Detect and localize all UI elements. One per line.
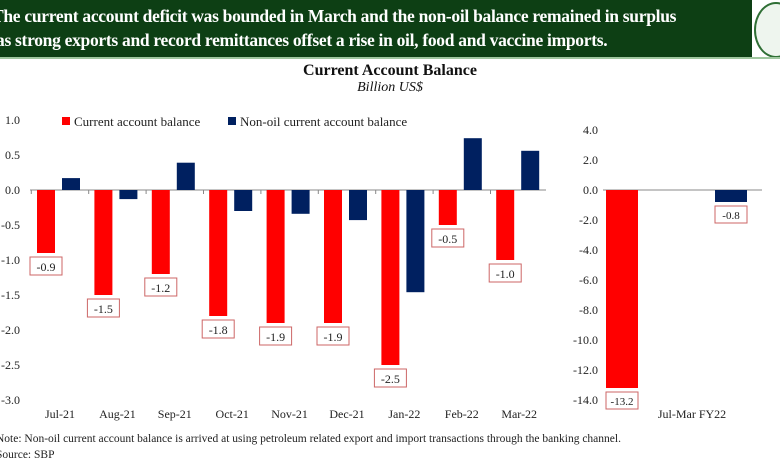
y-tick-label: -3.0 [1, 393, 20, 407]
x-tick-label: Aug-21 [99, 407, 136, 421]
y-tick-label-right: 0.0 [583, 183, 598, 197]
data-label-box [201, 319, 235, 339]
data-label: -1.5 [94, 302, 113, 316]
data-label: -0.5 [438, 232, 457, 246]
headline-line-1: The current account deficit was bounded … [0, 6, 677, 26]
data-label: -13.2 [611, 396, 634, 408]
data-label-box [259, 326, 293, 346]
bar-current-account [266, 190, 285, 323]
x-tick-label: Dec-21 [329, 407, 364, 421]
y-tick-label: 0.5 [5, 148, 20, 162]
bar-current-account [324, 190, 342, 323]
bar-current-account [94, 190, 113, 295]
y-tick-label-right: 4.0 [583, 123, 598, 137]
bar-current-account [496, 190, 515, 260]
bar-current-account [151, 190, 170, 274]
data-label-box [29, 256, 63, 276]
y-tick-label: 0.0 [5, 183, 20, 197]
y-tick-label: 1.0 [5, 113, 20, 127]
y-tick-label-right: -2.0 [579, 213, 598, 227]
x-tick-label: Sep-21 [158, 407, 192, 421]
x-tick-label: Nov-21 [271, 407, 308, 421]
headline-line-2: as strong exports and record remittances… [0, 30, 608, 50]
y-tick-label: -0.5 [1, 218, 20, 232]
data-label: -0.8 [722, 210, 740, 222]
data-label-box [373, 368, 407, 388]
y-tick-label-right: -10.0 [573, 333, 598, 347]
data-label-box [714, 205, 748, 224]
y-tick-label-right: -14.0 [573, 393, 598, 407]
legend-label-current: Current account balance [74, 114, 201, 129]
data-label-box [316, 326, 350, 346]
data-label-box [488, 263, 522, 283]
x-tick-label: Oct-21 [216, 407, 249, 421]
data-label-box [431, 228, 465, 248]
x-tick-label: Feb-22 [445, 407, 479, 421]
bar-current-account-total [606, 190, 638, 388]
bar-non-oil [291, 190, 310, 214]
legend-label-non-oil: Non-oil current account balance [240, 114, 407, 129]
data-label: -1.9 [266, 330, 285, 344]
bar-current-account [381, 190, 400, 365]
bar-non-oil [406, 190, 425, 293]
bar-non-oil [234, 190, 253, 211]
bar-current-account [209, 190, 228, 316]
chart-subtitle: Billion US$ [357, 80, 423, 95]
y-tick-label: -2.0 [1, 323, 20, 337]
bar-non-oil [521, 150, 540, 190]
bar-non-oil [62, 178, 80, 190]
data-label: -2.5 [381, 372, 400, 386]
y-tick-label: -2.5 [1, 358, 20, 372]
y-tick-label: -1.0 [1, 253, 20, 267]
y-tick-label: -1.5 [1, 288, 20, 302]
data-label-box [144, 277, 178, 297]
y-tick-label-right: -6.0 [579, 273, 598, 287]
x-tick-label-right: Jul-Mar FY22 [658, 407, 726, 421]
data-label: -1.0 [496, 267, 515, 281]
chart-note: Note: Non-oil current account balance is… [0, 433, 621, 445]
x-tick-label: Jan-22 [388, 407, 420, 421]
bar-non-oil [349, 190, 367, 221]
y-tick-label-right: -4.0 [579, 243, 598, 257]
y-tick-label-right: -12.0 [573, 363, 598, 377]
chart-source: Source: SBP [0, 449, 55, 461]
data-label-box [605, 391, 639, 410]
data-label: -1.2 [151, 281, 170, 295]
data-label: -0.9 [37, 260, 56, 274]
headline-banner: The current account deficit was bounded … [0, 0, 752, 59]
y-tick-label-right: -8.0 [579, 303, 598, 317]
data-label: -1.9 [324, 330, 343, 344]
legend-swatch-non-oil [228, 117, 236, 125]
bar-non-oil [176, 162, 195, 190]
bar-current-account [438, 190, 457, 225]
data-label: -1.8 [209, 323, 228, 337]
legend-swatch-current [62, 117, 70, 125]
divider [0, 57, 780, 59]
bar-non-oil-total [715, 190, 747, 202]
data-label-box [86, 298, 120, 318]
bar-non-oil [119, 190, 138, 200]
y-tick-label-right: 2.0 [583, 153, 598, 167]
x-tick-label: Jul-21 [45, 407, 75, 421]
x-tick-label: Mar-22 [501, 407, 537, 421]
chart-title: Current Account Balance [303, 62, 477, 79]
bar-current-account [37, 190, 55, 253]
bar-non-oil [463, 138, 482, 190]
